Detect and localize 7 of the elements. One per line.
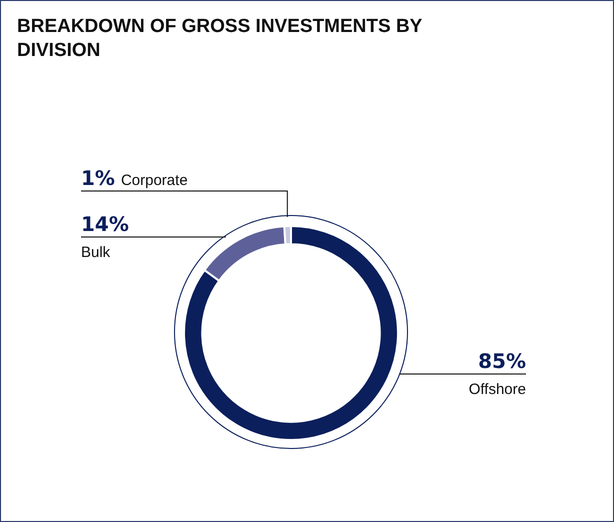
data-label: 14% — [81, 212, 129, 236]
slice-label: Corporate — [120, 172, 188, 189]
chart-title: BREAKDOWN OF GROSS INVESTMENTS BY DIVISION — [17, 15, 424, 63]
data-label: 85% — [478, 349, 526, 373]
slice-label: Bulk — [81, 244, 111, 261]
data-label: 1% — [81, 166, 115, 190]
slice-label: Offshore — [468, 381, 526, 398]
